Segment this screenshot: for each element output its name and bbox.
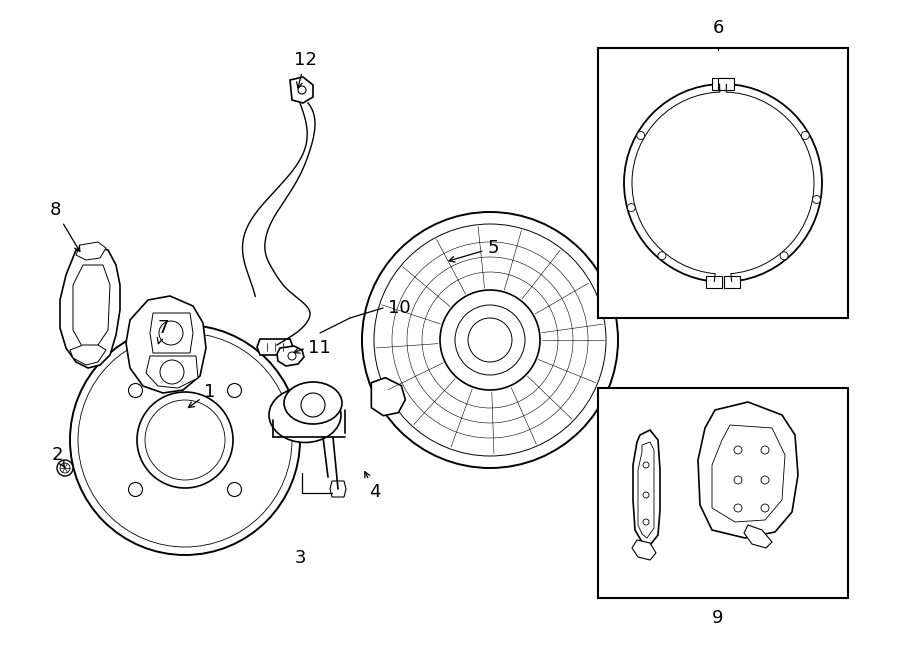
Polygon shape bbox=[712, 425, 785, 522]
Circle shape bbox=[643, 462, 649, 468]
Circle shape bbox=[298, 86, 306, 94]
Circle shape bbox=[801, 132, 809, 139]
Polygon shape bbox=[633, 430, 660, 545]
Circle shape bbox=[734, 476, 742, 484]
Circle shape bbox=[627, 204, 635, 212]
Polygon shape bbox=[126, 296, 206, 393]
Polygon shape bbox=[632, 540, 656, 560]
Circle shape bbox=[160, 360, 184, 384]
Polygon shape bbox=[150, 313, 193, 353]
Text: 9: 9 bbox=[712, 609, 724, 627]
Circle shape bbox=[761, 476, 769, 484]
Circle shape bbox=[288, 352, 296, 360]
Text: 3: 3 bbox=[294, 549, 306, 567]
Polygon shape bbox=[698, 402, 798, 538]
Text: 6: 6 bbox=[712, 19, 724, 37]
Text: 11: 11 bbox=[308, 339, 331, 357]
Ellipse shape bbox=[284, 382, 342, 424]
Circle shape bbox=[761, 446, 769, 454]
Polygon shape bbox=[744, 525, 772, 548]
Bar bbox=[712, 78, 727, 90]
Polygon shape bbox=[146, 356, 198, 388]
Circle shape bbox=[440, 290, 540, 390]
Circle shape bbox=[734, 504, 742, 512]
Text: 10: 10 bbox=[388, 299, 410, 317]
Text: 8: 8 bbox=[50, 201, 80, 251]
Polygon shape bbox=[290, 77, 313, 103]
Circle shape bbox=[643, 492, 649, 498]
Polygon shape bbox=[257, 339, 293, 355]
Circle shape bbox=[362, 212, 618, 468]
Text: 2: 2 bbox=[51, 446, 65, 467]
Circle shape bbox=[159, 321, 183, 345]
Bar bbox=[598, 388, 848, 598]
Polygon shape bbox=[60, 245, 120, 368]
Text: 12: 12 bbox=[293, 51, 317, 88]
Bar bbox=[718, 78, 734, 90]
Ellipse shape bbox=[269, 387, 341, 442]
Circle shape bbox=[734, 446, 742, 454]
Polygon shape bbox=[372, 377, 405, 416]
Circle shape bbox=[813, 196, 821, 204]
Text: 5: 5 bbox=[449, 239, 499, 262]
Circle shape bbox=[658, 252, 666, 260]
Polygon shape bbox=[73, 265, 110, 348]
Circle shape bbox=[761, 504, 769, 512]
Circle shape bbox=[57, 460, 73, 476]
Circle shape bbox=[636, 132, 644, 139]
Bar bbox=[724, 276, 740, 288]
Text: 1: 1 bbox=[188, 383, 216, 408]
Polygon shape bbox=[638, 442, 654, 538]
Circle shape bbox=[780, 252, 788, 260]
Polygon shape bbox=[277, 346, 304, 366]
Text: 4: 4 bbox=[364, 472, 381, 501]
Bar bbox=[706, 276, 723, 288]
Text: 7: 7 bbox=[158, 319, 169, 344]
Bar bbox=[598, 48, 848, 318]
Polygon shape bbox=[70, 345, 106, 365]
Circle shape bbox=[643, 519, 649, 525]
Polygon shape bbox=[76, 242, 106, 260]
